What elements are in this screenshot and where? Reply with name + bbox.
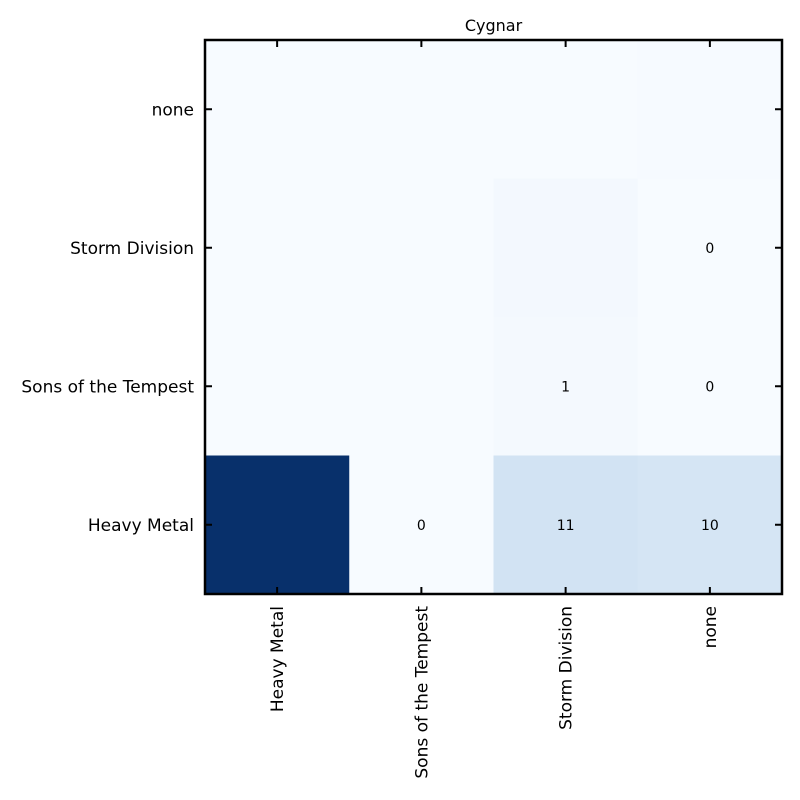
y-tick-label: Sons of the Tempest — [21, 377, 194, 397]
y-tick-label: Storm Division — [70, 239, 194, 259]
y-tick-label: Heavy Metal — [88, 516, 194, 536]
heatmap-cell — [493, 317, 639, 456]
heatmap-cell — [637, 455, 783, 595]
axis-ticks: Heavy Metal Sons of the Tempest Storm Divi… — [21, 40, 782, 779]
cell-value-label: 0 — [705, 241, 714, 257]
heatmap-cell — [349, 317, 494, 456]
cell-value-label: 1 — [561, 379, 570, 395]
x-tick-label: Heavy Metal — [268, 606, 288, 712]
heatmap-cell — [205, 178, 350, 318]
plot-frame — [203, 38, 784, 596]
heatmap-cells: 01 00 11 10 — [205, 40, 783, 595]
cell-value-label: 11 — [557, 518, 575, 534]
cell-value-label: 0 — [417, 518, 426, 534]
heatmap-cell — [349, 40, 494, 179]
x-tick-label: Sons of the Tempest — [412, 606, 432, 779]
heatmap-cell — [349, 178, 494, 318]
x-tick-label: none — [701, 606, 721, 648]
heatmap-cell — [493, 40, 639, 179]
cell-value-label: 10 — [701, 518, 719, 534]
heatmap-cell — [205, 317, 350, 456]
cell-value-label: 0 — [705, 379, 714, 395]
heatmap-cell — [637, 40, 783, 179]
heatmap-cell — [493, 455, 639, 595]
x-tick-label: Storm Division — [557, 606, 577, 730]
y-tick-label: none — [152, 100, 194, 120]
heatmap-cell — [205, 455, 350, 595]
heatmap-cell — [349, 455, 494, 595]
heatmap-cell — [637, 178, 783, 318]
heatmap-cell — [493, 178, 639, 318]
chart-title: Cygnar — [465, 16, 523, 35]
heatmap-cell — [637, 317, 783, 456]
heatmap-cell — [205, 40, 350, 179]
